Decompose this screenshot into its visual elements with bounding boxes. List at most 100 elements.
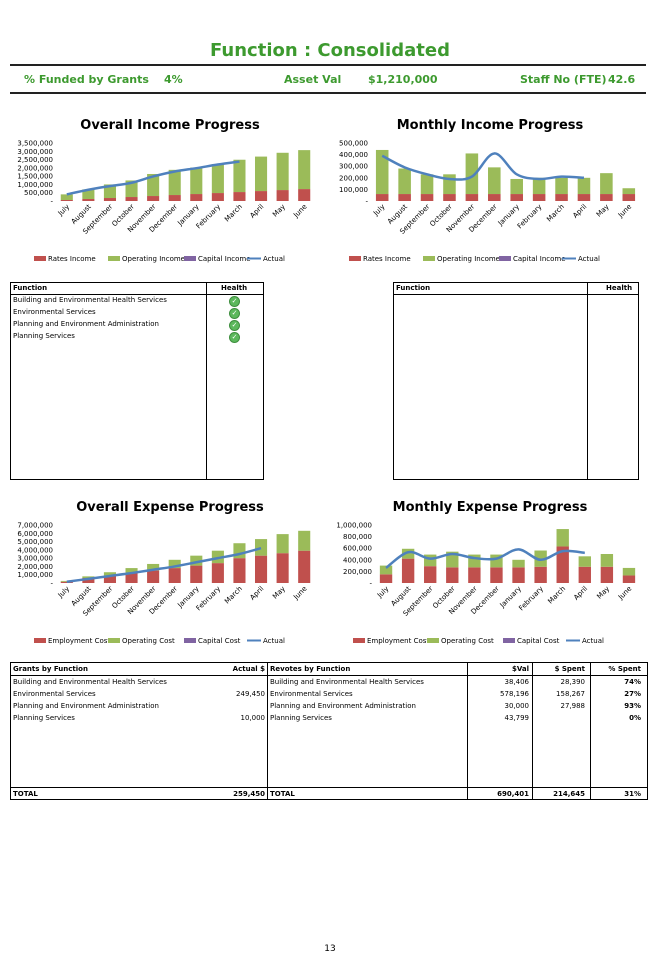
x-tick-label: June [291,585,308,602]
grants-header: Grants by Function [13,665,88,673]
bar-segment [424,566,437,583]
bar-segment [577,194,591,201]
legend-swatch [108,638,120,643]
x-tick-label: June [616,203,633,220]
y-tick-label: 1,000,000 [17,571,53,579]
grants-revotes-table: Grants by Function Actual $ Revotes by F… [10,662,648,800]
bar-segment [555,194,568,201]
y-tick-label: - [50,580,53,588]
bar-segment [622,194,636,201]
bar-segment [534,566,547,583]
legend-label: Employment Cost [367,637,429,645]
y-tick-label: - [365,198,368,206]
health-row: Planning Services [13,332,75,340]
x-tick-label: March [223,585,244,606]
x-tick-label: April [248,203,265,220]
y-tick-label: 600,000 [343,545,372,553]
bar-segment [60,581,73,583]
legend-swatch [427,638,439,643]
legend-label: Operating Income [122,255,185,263]
legend-label: Operating Cost [122,637,175,645]
x-tick-label: March [546,585,567,606]
legend-swatch [353,638,365,643]
spent-header: $ Spent [554,665,585,673]
y-tick-label: 300,000 [339,163,368,171]
grants-row-function: Environmental Services [13,690,96,698]
bar-segment [254,156,268,192]
y-tick-label: 200,000 [343,568,372,576]
legend-label: Rates Income [48,255,96,263]
bar-segment [168,195,181,201]
legend-swatch [108,256,120,261]
function-header: Function [396,284,431,292]
actual-series-line [381,152,585,181]
legend-label: Employment Cost [48,637,110,645]
legend-swatch [184,256,196,261]
revotes-row-pct: 93% [624,702,641,710]
x-tick-label: July [371,203,386,218]
legend-swatch [423,256,435,261]
x-tick-label: July [375,585,390,600]
revotes-row-spent: 27,988 [560,702,586,710]
grants-row-actual: 249,450 [236,690,265,698]
x-tick-label: July [56,203,71,218]
bar-segment [577,177,591,195]
legend-label: Capital Income [198,255,251,263]
actual-series-line [66,160,240,196]
bar-segment [600,173,613,195]
revotes-total-pct: 31% [624,790,641,798]
x-tick-label: April [571,203,588,220]
bar-segment [622,188,636,195]
bar-segment [555,177,568,195]
bar-segment [556,546,569,583]
bar-segment [465,153,479,195]
bar-segment [147,563,160,571]
bar-segment [556,529,569,547]
overall-income-title: Overall Income Progress [80,118,260,133]
monthly-income-chart: 500,000 400,000 300,000 200,000 100,000 -July… [339,140,636,263]
page-title: Function : Consolidated [210,40,450,61]
bar-segment [424,554,437,567]
health-row: Environmental Services [13,308,96,316]
bar-segment [190,194,203,201]
bar-segment [211,193,224,201]
revotes-row-spent: 28,390 [560,678,586,686]
x-tick-label: June [291,203,308,220]
legend-label: Operating Income [437,255,500,263]
check-circle-icon: ✓ [229,308,240,319]
legend-label: Actual [263,637,285,645]
y-tick-label: 100,000 [339,186,368,194]
bar-segment [465,194,479,201]
revotes-header: Revotes by Function [270,665,351,673]
health-header: Health [221,284,248,292]
legend-label: Capital Cost [517,637,560,645]
revotes-row-function: Planning Services [270,714,332,722]
bar-segment [147,173,160,197]
grants-row-function: Planning and Environment Administration [13,702,159,710]
bar-segment [103,198,117,201]
bar-segment [375,194,389,201]
bar-segment [298,150,311,190]
revotes-row-val: 30,000 [504,702,530,710]
bar-segment [600,194,613,201]
bar-segment [60,200,73,201]
y-tick-label: 500,000 [24,189,53,197]
bar-segment [147,196,160,201]
x-tick-label: February [517,585,545,613]
legend-label: Operating Cost [441,637,494,645]
grants-row-function: Planning Services [13,714,75,722]
bar-segment [276,553,289,583]
y-tick-label: - [50,198,53,206]
x-tick-label: June [616,585,633,602]
page-number: 13 [324,944,336,954]
bar-segment [468,567,481,583]
pct-spent-header: % Spent [608,665,641,673]
bar-segment [233,192,246,201]
bar-segment [398,168,411,195]
revotes-total-val: 690,401 [497,790,529,798]
legend-label: Actual [582,637,604,645]
bar-segment [82,189,95,200]
val-header: $Val [511,665,529,673]
bar-segment [276,534,289,554]
bar-segment [375,149,389,195]
